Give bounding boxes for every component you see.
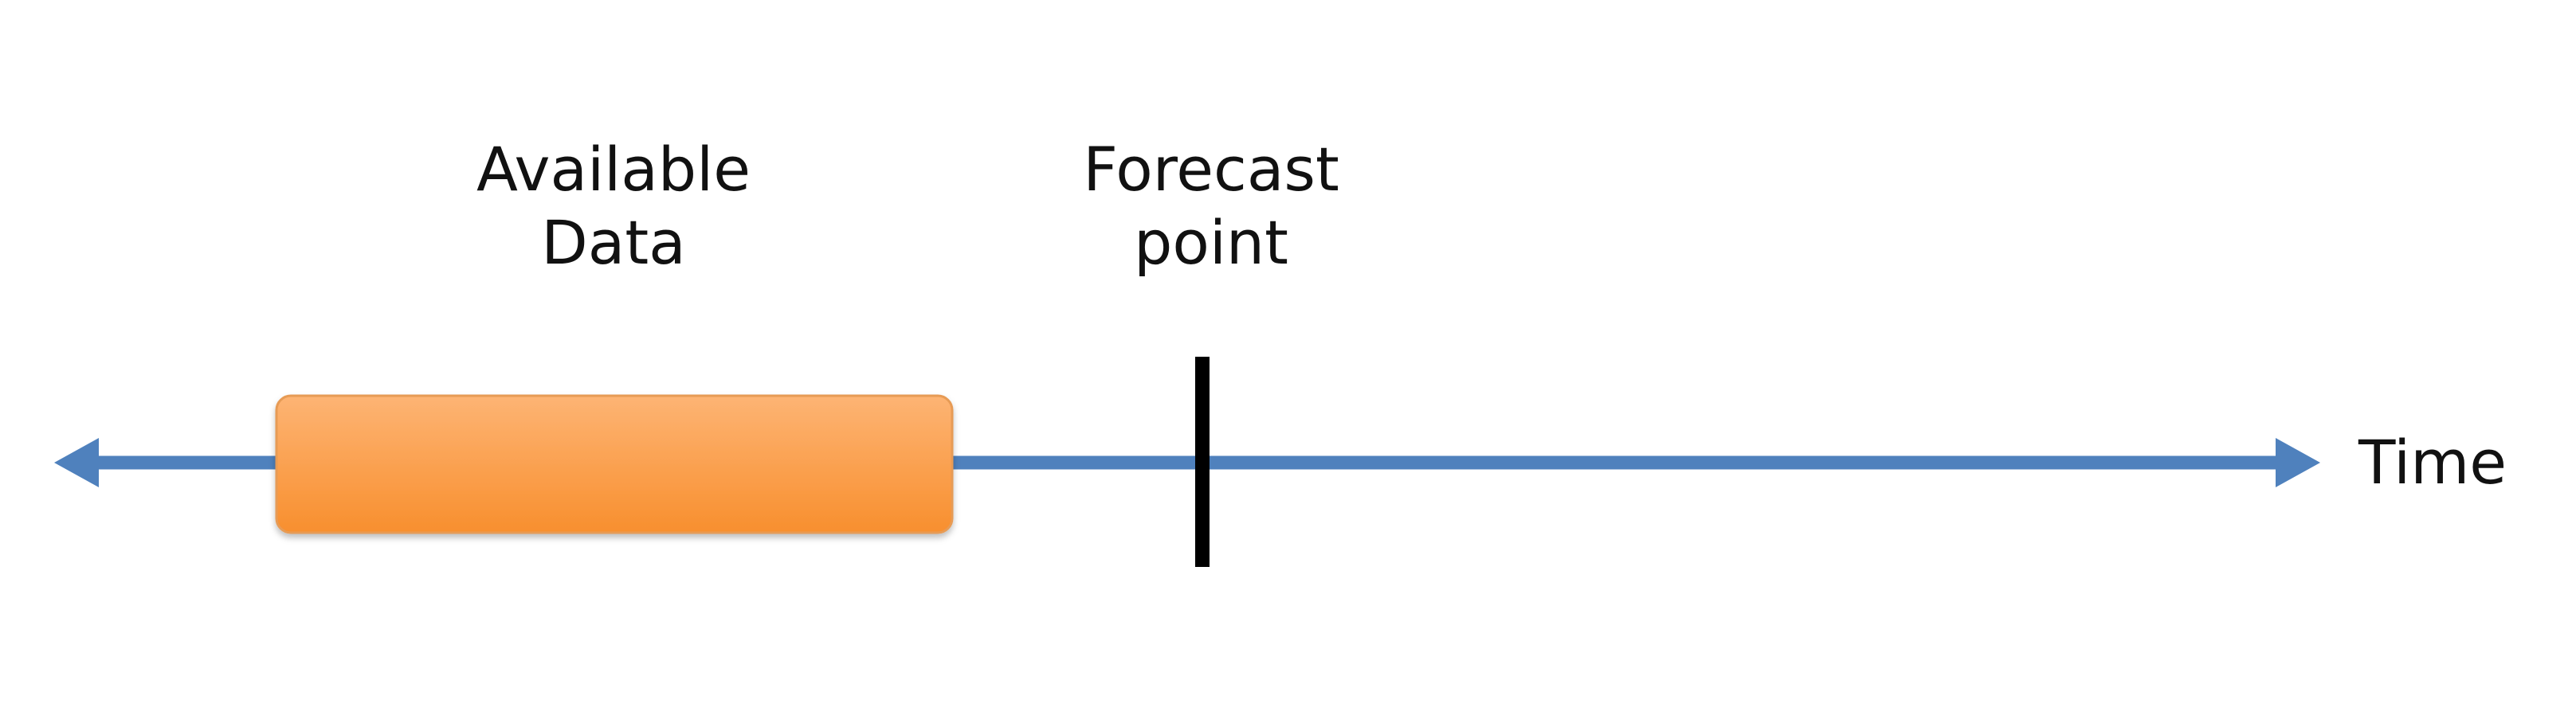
available-data-label-line-1: Available [476,134,751,205]
left-axis-arrowhead [54,438,99,487]
available-data-label-line-2: Data [541,207,686,278]
right-axis-arrowhead [2276,438,2320,487]
forecast-point-marker [1195,357,1210,567]
available-data-range [275,394,954,534]
forecast-point-label: Forecast point [976,133,1446,279]
time-axis-label: Time [2358,427,2507,498]
forecast-point-label-line-2: point [1134,207,1288,278]
available-data-label: Available Data [378,133,849,279]
forecast-point-label-line-1: Forecast [1083,134,1339,205]
